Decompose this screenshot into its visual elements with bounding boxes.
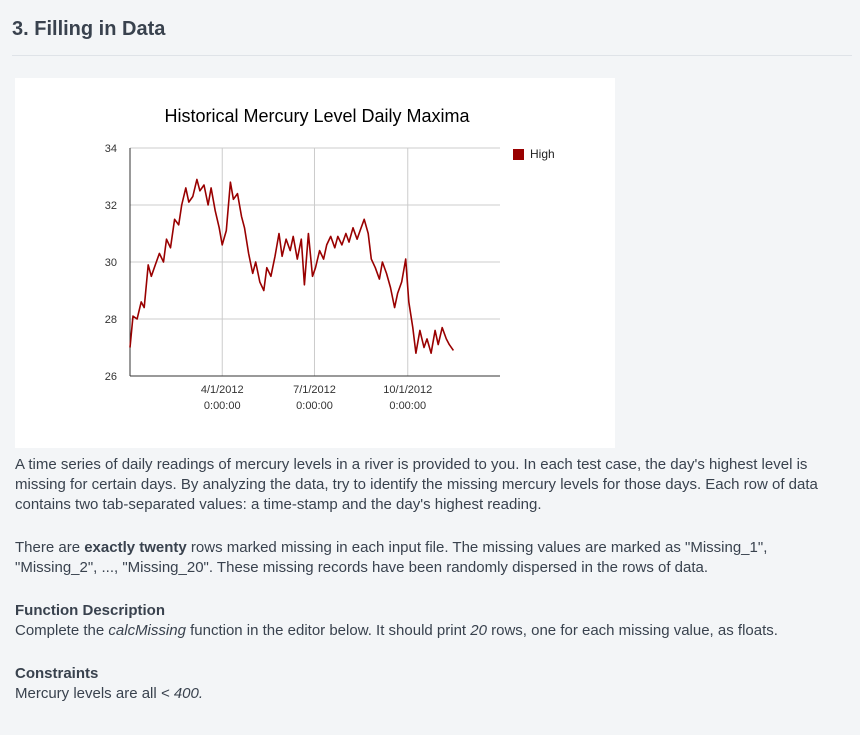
x-tick-time: 0:00:00 bbox=[204, 400, 241, 412]
function-name: calcMissing bbox=[108, 622, 186, 639]
y-tick-label: 34 bbox=[105, 143, 117, 155]
mercury-chart: Historical Mercury Level Daily Maxima 26… bbox=[15, 78, 615, 448]
row-count: 20 bbox=[470, 622, 487, 639]
chart-svg: Historical Mercury Level Daily Maxima 26… bbox=[105, 106, 555, 412]
y-tick-label: 32 bbox=[105, 200, 117, 212]
chart-title: Historical Mercury Level Daily Maxima bbox=[164, 106, 470, 126]
function-description-heading: Function Description bbox=[15, 602, 165, 619]
constraints-heading: Constraints bbox=[15, 665, 99, 682]
x-tick-date: 4/1/2012 bbox=[201, 384, 244, 396]
series-line-high bbox=[129, 178, 455, 354]
function-description-text: Complete the calcMissing function in the… bbox=[15, 621, 845, 641]
legend-label-high: High bbox=[530, 147, 555, 161]
fd-text-pre: Complete the bbox=[15, 622, 109, 639]
para2-post: rows marked missing in each input file. … bbox=[15, 539, 768, 576]
para2-pre: There are bbox=[15, 539, 85, 556]
chart-series bbox=[129, 178, 455, 354]
function-description: Function Description Complete the calcMi… bbox=[15, 601, 845, 641]
constraints-text: Mercury levels are all < 400. bbox=[15, 684, 845, 704]
y-tick-label: 28 bbox=[105, 314, 117, 326]
title-divider bbox=[12, 55, 852, 56]
x-tick-time: 0:00:00 bbox=[389, 400, 426, 412]
constraints-pre: Mercury levels are all bbox=[15, 685, 161, 702]
legend-swatch-high bbox=[513, 149, 524, 160]
x-tick-date: 10/1/2012 bbox=[383, 384, 432, 396]
constraints: Constraints Mercury levels are all < 400… bbox=[15, 664, 845, 704]
description-paragraph: A time series of daily readings of mercu… bbox=[15, 456, 818, 513]
chart-gridlines bbox=[130, 147, 500, 376]
para2-bold: exactly twenty bbox=[84, 539, 187, 556]
section-title: 3. Filling in Data bbox=[12, 18, 166, 40]
missing-rows-paragraph: There are exactly twenty rows marked mis… bbox=[15, 538, 845, 578]
y-tick-label: 26 bbox=[105, 371, 117, 383]
chart-axes: 26 28 30 32 34 4/1/2012 0:00:00 7/1/2012 0:00:00… bbox=[105, 143, 500, 412]
fd-text-post: rows, one for each missing value, as flo… bbox=[486, 622, 778, 639]
y-tick-label: 30 bbox=[105, 257, 117, 269]
chart-legend: High bbox=[513, 147, 555, 161]
problem-text: A time series of daily readings of mercu… bbox=[15, 455, 845, 704]
x-tick-time: 0:00:00 bbox=[296, 400, 333, 412]
fd-text-mid: function in the editor below. It should … bbox=[185, 622, 471, 639]
constraints-value: < 400. bbox=[160, 685, 204, 702]
x-tick-date: 7/1/2012 bbox=[293, 384, 336, 396]
